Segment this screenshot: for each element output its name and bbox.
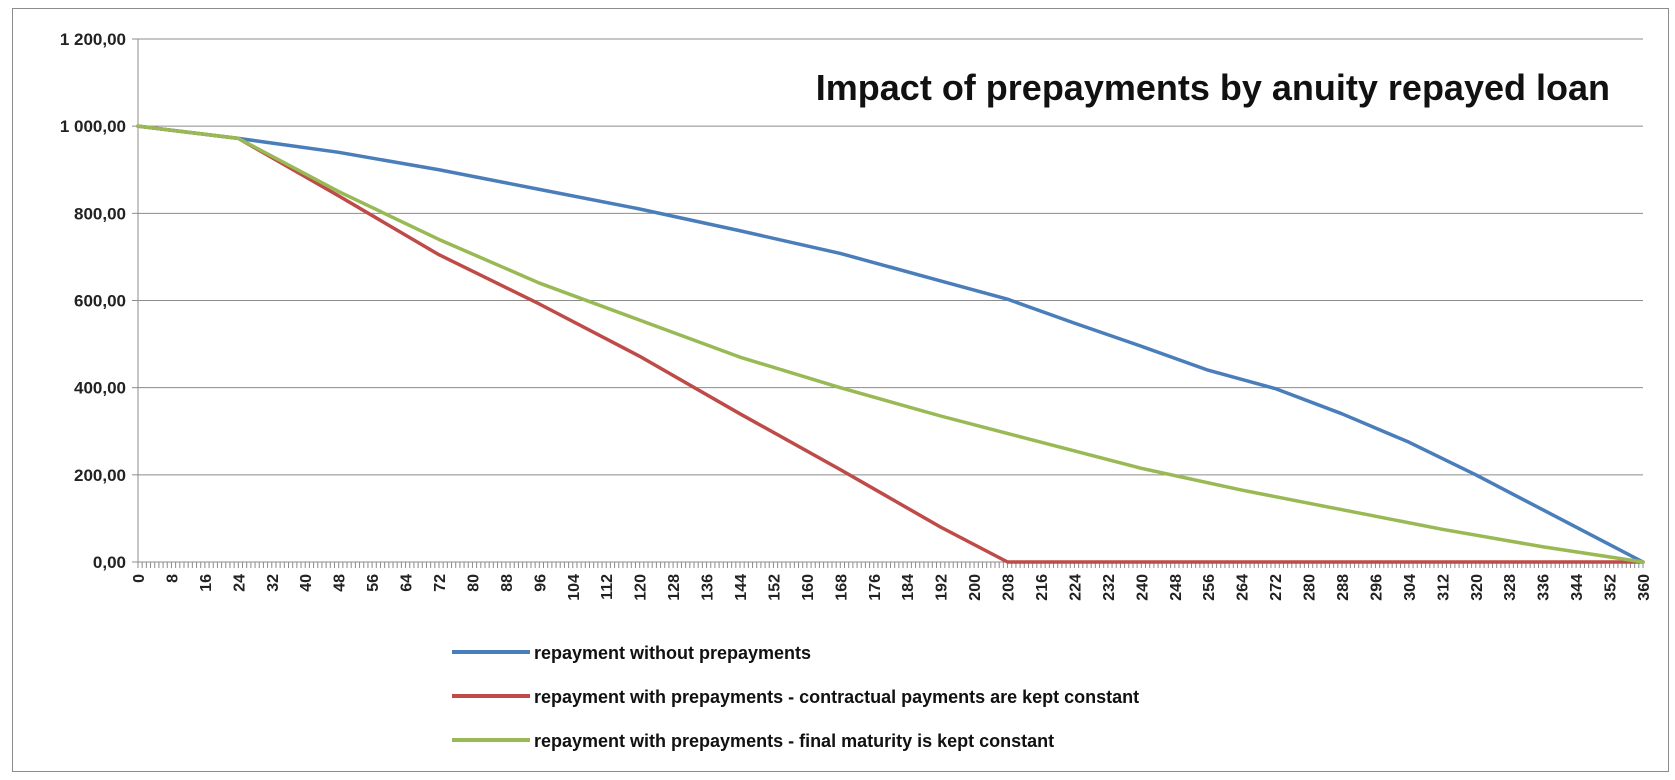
x-tick-label: 112 xyxy=(599,574,616,600)
grid-lines xyxy=(138,38,1643,476)
x-tick-label: 152 xyxy=(766,574,783,601)
y-tick-label: 800,00 xyxy=(74,204,126,223)
x-tick-label: 8 xyxy=(164,574,181,583)
axes xyxy=(132,38,1644,568)
x-tick-label: 288 xyxy=(1335,574,1352,601)
x-tick-label: 136 xyxy=(700,574,717,601)
x-tick-label: 328 xyxy=(1502,574,1519,601)
data-series xyxy=(136,124,1645,564)
x-tick-label: 16 xyxy=(198,574,215,592)
x-tick-label: 264 xyxy=(1235,574,1252,601)
legend: repayment without prepayments repayment w… xyxy=(452,643,1139,751)
x-tick-label: 160 xyxy=(800,574,817,601)
y-tick-label: 600,00 xyxy=(74,292,126,311)
x-tick-label: 200 xyxy=(967,574,984,601)
x-tick-label: 224 xyxy=(1067,574,1084,601)
x-tick-label: 232 xyxy=(1101,574,1118,601)
y-tick-label: 200,00 xyxy=(74,466,126,485)
x-tick-label: 48 xyxy=(332,574,349,592)
x-tick-label: 336 xyxy=(1536,574,1553,601)
series-line-1 xyxy=(136,124,1645,564)
series-line-2 xyxy=(136,124,1645,564)
x-tick-label: 184 xyxy=(900,574,917,601)
x-tick-label: 176 xyxy=(867,574,884,601)
x-tick-label: 104 xyxy=(566,574,583,601)
x-tick-label: 240 xyxy=(1134,574,1151,601)
x-minor-ticks xyxy=(137,562,1644,568)
x-tick-label: 168 xyxy=(833,574,850,601)
x-tick-label: 40 xyxy=(298,574,315,592)
x-tick-label: 272 xyxy=(1268,574,1285,601)
x-tick-label: 80 xyxy=(465,574,482,592)
x-tick-label: 56 xyxy=(365,574,382,592)
y-axis-tick-labels: 0,00 200,00 400,00 600,00 800,00 1 000,00 1 20… xyxy=(60,30,126,572)
x-tick-label: 72 xyxy=(432,574,449,592)
x-tick-label: 0 xyxy=(131,574,148,583)
chart-title: Impact of prepayments by anuity repayed … xyxy=(816,67,1610,108)
legend-label: repayment with prepayments - contractual… xyxy=(534,687,1139,707)
x-tick-label: 248 xyxy=(1168,574,1185,601)
x-tick-label: 208 xyxy=(1001,574,1018,601)
y-tick-label: 1 000,00 xyxy=(60,117,126,136)
x-tick-label: 352 xyxy=(1603,574,1620,601)
series-line-3 xyxy=(136,124,1645,564)
x-tick-label: 192 xyxy=(934,574,951,601)
x-tick-label: 360 xyxy=(1636,574,1653,601)
x-tick-label: 296 xyxy=(1368,574,1385,601)
x-tick-label: 120 xyxy=(633,574,650,601)
x-tick-label: 304 xyxy=(1402,574,1419,601)
legend-label: repayment without prepayments xyxy=(534,643,811,663)
x-tick-label: 96 xyxy=(532,574,549,592)
x-tick-label: 312 xyxy=(1435,574,1452,601)
x-tick-label: 144 xyxy=(733,574,750,601)
y-tick-label: 1 200,00 xyxy=(60,30,126,49)
x-tick-label: 320 xyxy=(1469,574,1486,601)
x-tick-label: 64 xyxy=(399,574,416,592)
chart-frame xyxy=(12,8,1669,772)
x-tick-label: 216 xyxy=(1034,574,1051,601)
legend-item-1: repayment without prepayments xyxy=(452,643,811,663)
x-axis-tick-labels: 0 8 16 24 32 40 48 56 64 72 80 88 96 104 112 120 128 136 1… xyxy=(131,574,1653,601)
legend-item-3: repayment with prepayments - final matur… xyxy=(452,731,1054,751)
legend-item-2: repayment with prepayments - contractual… xyxy=(452,687,1139,707)
x-tick-label: 24 xyxy=(231,574,248,592)
x-tick-label: 128 xyxy=(666,574,683,601)
y-tick-label: 0,00 xyxy=(93,553,126,572)
legend-label: repayment with prepayments - final matur… xyxy=(534,731,1054,751)
x-tick-label: 344 xyxy=(1569,574,1586,601)
x-tick-label: 88 xyxy=(499,574,516,592)
x-tick-label: 32 xyxy=(265,574,282,592)
x-tick-label: 280 xyxy=(1302,574,1319,601)
x-tick-label: 256 xyxy=(1201,574,1218,601)
y-tick-label: 400,00 xyxy=(74,379,126,398)
